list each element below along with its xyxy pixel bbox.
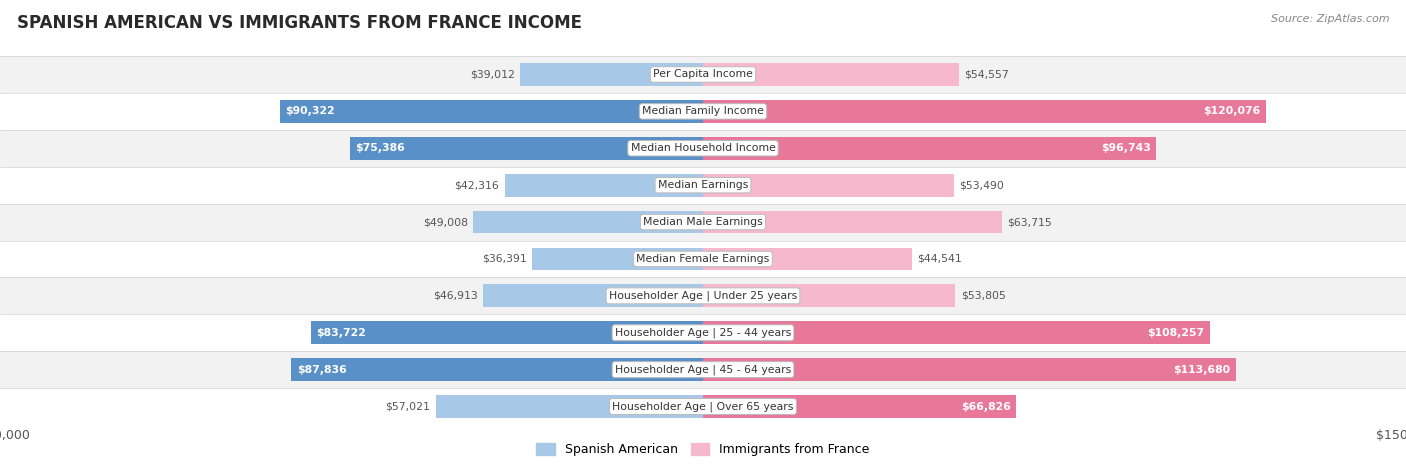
- Text: $42,316: $42,316: [454, 180, 499, 190]
- Text: Per Capita Income: Per Capita Income: [652, 70, 754, 79]
- Bar: [0, 351, 1406, 388]
- Bar: [0, 204, 1406, 241]
- Bar: [484, 284, 703, 307]
- Bar: [703, 358, 1236, 381]
- Text: $66,826: $66,826: [960, 402, 1011, 411]
- Text: $113,680: $113,680: [1173, 365, 1230, 375]
- Text: $57,021: $57,021: [385, 402, 430, 411]
- Bar: [0, 388, 1406, 425]
- Text: $75,386: $75,386: [356, 143, 405, 153]
- Bar: [0, 56, 1406, 93]
- Bar: [703, 174, 953, 197]
- Bar: [703, 137, 1156, 160]
- Text: $63,715: $63,715: [1007, 217, 1052, 227]
- Text: $36,391: $36,391: [482, 254, 527, 264]
- Text: $44,541: $44,541: [917, 254, 962, 264]
- Bar: [703, 100, 1265, 123]
- Text: $53,805: $53,805: [960, 291, 1005, 301]
- Bar: [350, 137, 703, 160]
- Text: $54,557: $54,557: [965, 70, 1010, 79]
- Bar: [280, 100, 703, 123]
- Bar: [520, 63, 703, 86]
- Text: Median Household Income: Median Household Income: [630, 143, 776, 153]
- Bar: [703, 321, 1211, 344]
- Bar: [505, 174, 703, 197]
- Legend: Spanish American, Immigrants from France: Spanish American, Immigrants from France: [531, 438, 875, 461]
- Text: $90,322: $90,322: [285, 106, 335, 116]
- Text: $96,743: $96,743: [1101, 143, 1150, 153]
- Bar: [0, 241, 1406, 277]
- Bar: [0, 167, 1406, 204]
- Text: $120,076: $120,076: [1204, 106, 1260, 116]
- Text: Median Family Income: Median Family Income: [643, 106, 763, 116]
- Text: $49,008: $49,008: [423, 217, 468, 227]
- Text: $108,257: $108,257: [1147, 328, 1205, 338]
- Bar: [703, 284, 955, 307]
- Bar: [0, 130, 1406, 167]
- Bar: [703, 211, 1001, 234]
- Text: $53,490: $53,490: [959, 180, 1004, 190]
- Bar: [703, 63, 959, 86]
- Text: $46,913: $46,913: [433, 291, 478, 301]
- Text: SPANISH AMERICAN VS IMMIGRANTS FROM FRANCE INCOME: SPANISH AMERICAN VS IMMIGRANTS FROM FRAN…: [17, 14, 582, 32]
- Bar: [703, 248, 911, 270]
- Bar: [291, 358, 703, 381]
- Text: Householder Age | 25 - 44 years: Householder Age | 25 - 44 years: [614, 327, 792, 338]
- Text: Median Female Earnings: Median Female Earnings: [637, 254, 769, 264]
- Text: Householder Age | Under 25 years: Householder Age | Under 25 years: [609, 290, 797, 301]
- Text: Median Earnings: Median Earnings: [658, 180, 748, 190]
- Text: Householder Age | 45 - 64 years: Householder Age | 45 - 64 years: [614, 364, 792, 375]
- Bar: [533, 248, 703, 270]
- Text: Householder Age | Over 65 years: Householder Age | Over 65 years: [612, 401, 794, 412]
- Bar: [436, 395, 703, 418]
- Bar: [0, 93, 1406, 130]
- Text: $39,012: $39,012: [470, 70, 515, 79]
- Text: $83,722: $83,722: [316, 328, 366, 338]
- Text: $87,836: $87,836: [297, 365, 347, 375]
- Bar: [703, 395, 1017, 418]
- Bar: [311, 321, 703, 344]
- Text: Median Male Earnings: Median Male Earnings: [643, 217, 763, 227]
- Text: Source: ZipAtlas.com: Source: ZipAtlas.com: [1271, 14, 1389, 24]
- Bar: [0, 314, 1406, 351]
- Bar: [0, 277, 1406, 314]
- Bar: [474, 211, 703, 234]
